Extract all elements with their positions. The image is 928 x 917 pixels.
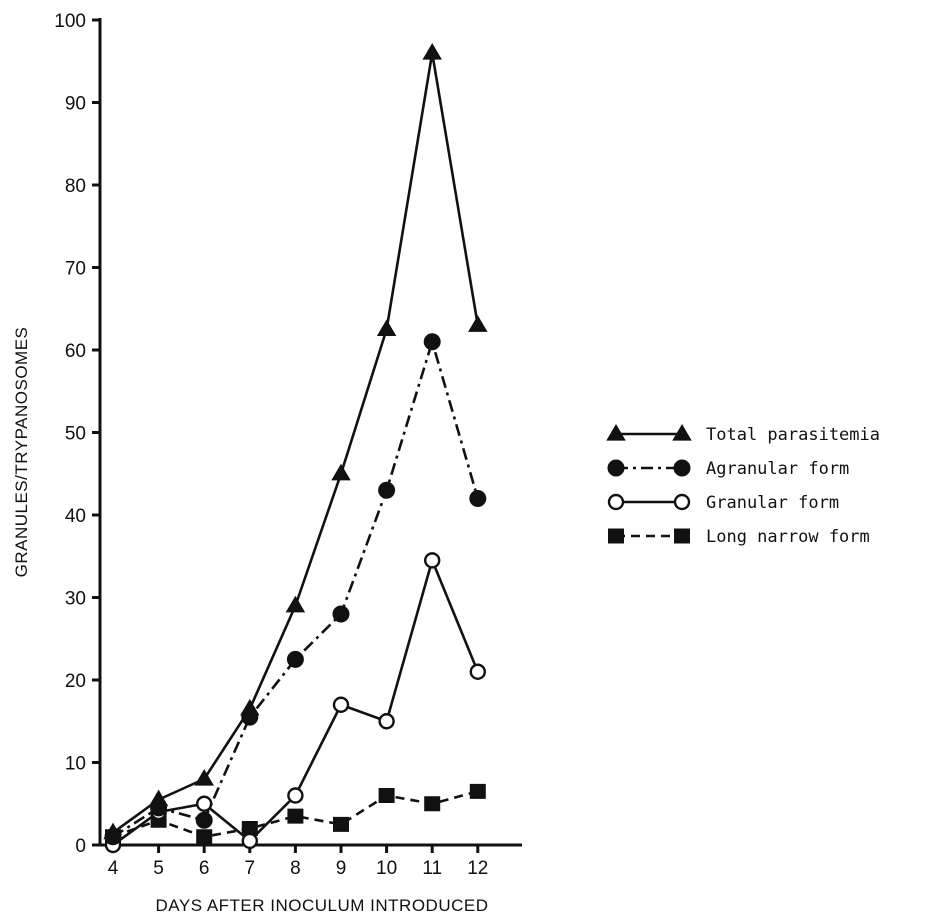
- data-point-agranular-form: [469, 490, 487, 507]
- legend-label: Granular form: [706, 493, 839, 513]
- legend-marker: [606, 424, 626, 441]
- x-tick-label: 11: [422, 858, 442, 879]
- y-tick-label: 60: [65, 341, 86, 362]
- legend-marker: [672, 424, 692, 441]
- data-point-granular-form: [424, 552, 441, 569]
- legend-label: Total parasitemia: [706, 425, 880, 445]
- y-tick-label: 80: [65, 176, 86, 197]
- data-point-long-narrow-form: [378, 788, 395, 803]
- legend-item-long-narrow-form: Long narrow form: [608, 527, 870, 547]
- y-tick-label: 50: [65, 424, 86, 445]
- data-point-total-parasitemia: [240, 698, 260, 716]
- data-point-total-parasitemia: [422, 43, 442, 60]
- data-point-long-narrow-form: [287, 808, 304, 824]
- y-tick-label: 20: [65, 671, 86, 692]
- legend-item-granular-form: Granular form: [607, 493, 839, 513]
- data-point-agranular-form: [378, 481, 396, 499]
- series-agranular-form: [104, 333, 487, 846]
- legend: Total parasitemia Agranular form Granular …: [606, 424, 880, 547]
- y-tick-label: 90: [65, 94, 86, 115]
- data-point-total-parasitemia: [103, 822, 123, 840]
- y-tick-label: 10: [65, 754, 86, 775]
- x-tick-label: 9: [336, 858, 347, 879]
- legend-marker: [674, 528, 690, 544]
- data-point-total-parasitemia: [148, 789, 169, 807]
- data-point-long-narrow-form: [469, 783, 486, 799]
- x-tick-label: 6: [199, 858, 210, 879]
- legend-item-total-parasitemia: Total parasitemia: [606, 424, 880, 445]
- data-point-total-parasitemia: [194, 769, 214, 786]
- x-tick-label: 4: [108, 858, 119, 879]
- data-point-granular-form: [195, 795, 213, 812]
- series-line-agranular-form: [112, 340, 480, 838]
- series-total-parasitemia: [103, 43, 488, 840]
- y-tick-label: 100: [54, 11, 86, 32]
- data-point-total-parasitemia: [285, 595, 306, 613]
- data-point-granular-form: [469, 663, 486, 680]
- x-tick-label: 10: [376, 858, 397, 879]
- data-point-granular-form: [287, 787, 304, 804]
- series-line-total-parasitemia: [112, 51, 480, 834]
- y-tick-label: 70: [65, 259, 86, 280]
- axes: 0 10 20 30 40 50 60 70 80 90 100 4 5 6 7 8 9 10 11 12: [54, 11, 522, 879]
- data-point-agranular-form: [423, 333, 441, 351]
- legend-marker: [673, 493, 691, 511]
- data-point-long-narrow-form: [333, 816, 349, 832]
- y-axis-title: GRANULES/TRYPANOSOMES: [12, 327, 31, 578]
- x-tick-label: 8: [290, 858, 301, 879]
- data-point-total-parasitemia: [331, 463, 351, 481]
- legend-marker: [673, 459, 691, 477]
- data-point-total-parasitemia: [468, 315, 488, 332]
- legend-marker: [607, 493, 625, 511]
- y-tick-label: 30: [65, 589, 86, 610]
- x-tick-label: 12: [467, 858, 488, 879]
- x-tick-label: 7: [245, 858, 256, 879]
- series-group: [103, 43, 488, 854]
- y-tick-label: 0: [75, 836, 86, 857]
- legend-label: Agranular form: [706, 459, 849, 479]
- data-point-agranular-form: [332, 605, 350, 623]
- data-point-agranular-form: [286, 650, 304, 668]
- data-point-granular-form: [378, 713, 395, 730]
- x-axis-title: DAYS AFTER INOCULUM INTRODUCED: [156, 896, 489, 915]
- legend-marker: [608, 528, 624, 544]
- series-line-long-narrow-form: [112, 790, 479, 839]
- data-point-granular-form: [332, 696, 350, 713]
- data-point-agranular-form: [195, 811, 213, 829]
- y-tick-label: 40: [65, 506, 86, 527]
- legend-item-agranular-form: Agranular form: [607, 459, 849, 479]
- legend-marker: [607, 459, 625, 477]
- data-point-granular-form: [241, 832, 259, 850]
- data-point-total-parasitemia: [376, 319, 397, 336]
- data-point-long-narrow-form: [196, 829, 213, 845]
- x-tick-label: 5: [153, 858, 164, 879]
- series-granular-form: [104, 552, 486, 854]
- legend-label: Long narrow form: [706, 527, 870, 547]
- data-point-long-narrow-form: [424, 796, 441, 812]
